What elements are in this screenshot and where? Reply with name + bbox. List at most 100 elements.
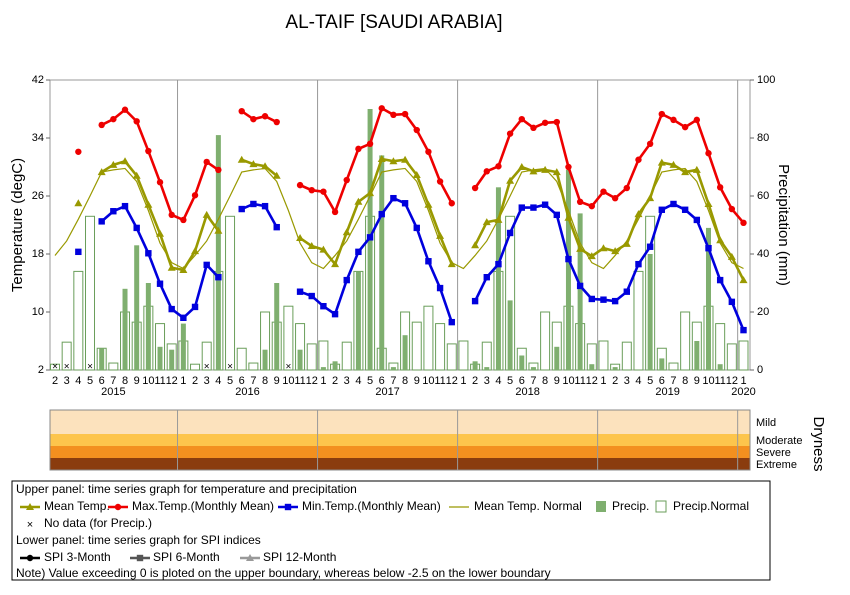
point [611,247,620,255]
point [343,176,350,184]
normal-bar [540,311,551,371]
point [203,261,210,269]
legend-swatch [655,500,667,513]
point [342,228,351,236]
point [114,503,122,511]
point [623,288,631,295]
x-tick-label: 11 [154,375,165,387]
normal-bar [283,305,294,371]
precip-bar [519,355,525,370]
point [26,554,34,562]
point [156,179,164,186]
point [110,115,117,123]
point [565,255,572,263]
dryness-label: Dryness [810,416,827,471]
point [74,199,83,207]
precip-bar [355,271,361,370]
x-tick-label: 8 [542,375,548,387]
point [378,105,385,112]
point [250,115,257,123]
point [587,252,596,260]
precip-bar [647,254,653,370]
point [97,168,106,176]
point [238,107,245,115]
point [121,202,129,210]
legend-label: Mean Temp. Normal [474,499,582,513]
dryness-band [50,410,750,434]
point [565,163,572,171]
x-tick-label: 8 [262,375,268,387]
chart-title: AL-TAIF [SAUDI ARABIA] [285,12,502,33]
point [320,303,327,310]
point [389,157,398,165]
precip-bar [379,155,385,370]
normal-bar [201,341,212,371]
point [518,115,525,123]
x-tick-label: 2 [332,375,338,387]
point [412,170,421,178]
point [191,192,199,199]
point [471,297,479,305]
x-tick-label: 1 [600,375,606,387]
point [670,116,677,124]
point [26,503,34,510]
point [600,188,607,195]
y-tick-label: 34 [32,132,44,144]
point [553,211,560,219]
normal-bar [190,363,201,371]
point [109,160,118,168]
point [355,248,362,256]
normal-bar [318,340,329,371]
y-tick-label: 42 [32,74,44,86]
x-tick-label: 5 [507,375,513,387]
no-data-mark: × [227,362,233,373]
x-tick-label: 7 [530,375,536,387]
point [506,130,514,137]
point [180,314,187,321]
precip-bar [390,367,396,370]
point [693,116,701,124]
band-label: Mild [756,417,776,429]
point [354,197,363,205]
legend-note: Note) Value exceeding 0 is ploted on the… [16,566,551,580]
series-line [101,107,220,222]
normal-bar [50,363,60,371]
point [237,155,246,163]
point [75,248,82,256]
point [308,187,315,194]
series-line [241,158,278,177]
point [168,211,175,219]
precip-bar [134,245,140,370]
y2-tick-label: 60 [757,190,769,202]
precip-bar [495,187,501,370]
series-line [241,202,278,228]
point [425,148,432,155]
legend-label: Precip.Normal [673,499,749,513]
point [401,110,409,118]
point [320,188,327,195]
point [215,274,222,281]
year-label: 2020 [731,386,755,398]
dryness-band [50,446,750,458]
point [343,276,350,284]
point [704,199,713,207]
x-tick-label: 2 [472,375,478,387]
x-tick-label: 7 [250,375,256,387]
legend-box [11,480,771,581]
x-tick-label: 3 [64,375,70,387]
point [740,326,747,334]
series-line [474,112,745,224]
normal-bar [236,347,247,371]
precip-bar [554,346,560,370]
normal-bar [423,305,434,371]
normal-bar [446,343,457,371]
point [75,148,82,155]
x-tick-label: 12 [726,375,738,387]
x-tick-label: 6 [239,375,245,387]
x-tick-label: 9 [554,375,560,387]
legend-heading: Lower panel: time series graph for SPI i… [16,533,261,547]
legend-heading: Upper panel: time series graph for tempe… [16,482,357,496]
precip-bar [472,361,478,370]
y2-tick-label: 40 [757,248,769,260]
x-tick-label: 2 [192,375,198,387]
